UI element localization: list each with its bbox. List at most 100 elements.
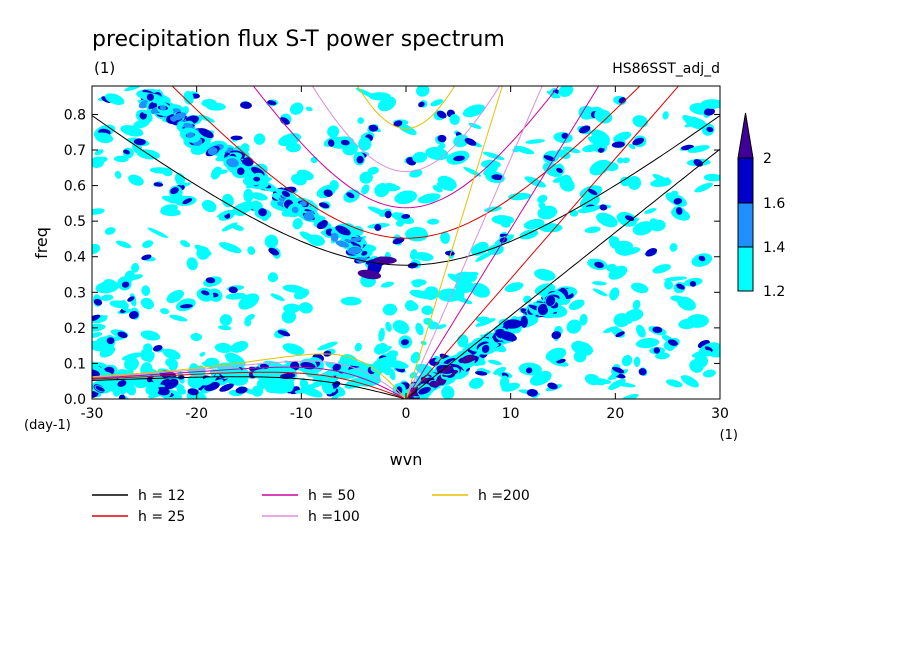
spectrum-cell <box>609 287 620 301</box>
spectrum-cell <box>139 112 147 120</box>
spectrum-cell <box>667 339 678 346</box>
spectrum-cell <box>149 167 171 174</box>
spectrum-cell <box>665 379 683 388</box>
spectrum-cell <box>391 212 399 218</box>
spectrum-cell <box>219 314 233 326</box>
spectrum-cell <box>523 218 545 230</box>
spectrum-cell <box>525 367 533 374</box>
spectrum-cell <box>613 131 632 143</box>
y-tick-label: 0.4 <box>64 250 86 266</box>
spectrum-cell <box>144 300 152 306</box>
spectrum-cell <box>282 343 305 356</box>
spectrum-cell <box>200 376 215 386</box>
spectrum-cell <box>675 207 683 215</box>
ig-curve <box>311 86 501 173</box>
kelvin-curve <box>405 86 680 399</box>
spectrum-cell <box>104 93 125 105</box>
spectrum-cell <box>356 155 364 164</box>
spectrum-cell <box>240 101 252 109</box>
spectrum-cell <box>219 383 234 392</box>
spectrum-cell <box>523 295 532 304</box>
x-tick-label: 30 <box>711 406 729 422</box>
spectrum-cell <box>645 248 658 257</box>
spectrum-cell <box>235 386 248 394</box>
spectrum-cell <box>218 242 242 253</box>
spectrum-cell <box>382 365 392 376</box>
spectrum-cell <box>435 324 447 330</box>
spectrum-cell <box>128 174 144 186</box>
spectrum-cell <box>449 114 460 125</box>
spectrum-cell <box>694 182 713 193</box>
spectrum-cell <box>615 331 625 338</box>
spectrum-cell <box>159 105 167 111</box>
spectrum-cell <box>160 208 181 217</box>
spectrum-contours <box>92 86 720 399</box>
spectrum-cell <box>633 356 641 368</box>
spectrum-cell <box>179 304 193 309</box>
spectrum-cell <box>250 192 268 201</box>
legend-label: h = 12 <box>138 488 185 504</box>
spectrum-cell <box>577 205 600 214</box>
spectrum-cell <box>131 262 140 273</box>
spectrum-cell <box>146 93 154 101</box>
spectrum-cell <box>499 375 510 390</box>
spectrum-cell <box>225 292 247 300</box>
spectrum-cell <box>258 208 267 217</box>
spectrum-cell <box>99 345 116 358</box>
spectrum-cell <box>294 389 316 394</box>
spectrum-cell <box>421 305 434 316</box>
spectrum-cell <box>498 331 517 342</box>
spectrum-cell <box>621 354 633 367</box>
spectrum-cell <box>551 331 562 340</box>
spectrum-cell <box>230 340 249 353</box>
spectrum-cell <box>256 378 267 390</box>
spectrum-cell <box>142 240 154 248</box>
x-tick-label: 0 <box>402 406 411 422</box>
spectrum-cell <box>463 166 482 177</box>
spectrum-cell <box>340 139 350 146</box>
spectrum-cell <box>673 198 683 205</box>
spectrum-cell <box>579 125 591 134</box>
spectrum-cell <box>120 125 144 137</box>
spectrum-cell <box>168 359 179 371</box>
spectrum-cell <box>361 184 370 195</box>
spectrum-cell <box>281 368 290 373</box>
spectrum-cell <box>458 290 465 302</box>
spectrum-cell <box>123 149 130 155</box>
spectrum-cell <box>113 155 129 163</box>
spectrum-cell <box>618 393 639 399</box>
spectrum-cell <box>358 137 372 151</box>
spectrum-cell <box>662 111 669 120</box>
spectrum-cell <box>382 303 398 316</box>
kelvin-curve <box>405 148 720 399</box>
spectrum-cell <box>222 193 234 208</box>
spectrum-cell <box>617 157 624 164</box>
spectrum-cell <box>437 134 447 143</box>
spectrum-cell <box>201 199 217 213</box>
spectrum-cell <box>292 218 303 230</box>
y-axis: 0.0 0.1 0.2 0.3 0.4 0.5 0.6 0.7 0.8 <box>64 107 720 408</box>
spectrum-cell <box>464 137 477 146</box>
spectrum-cell <box>652 264 671 274</box>
colorbar-triangle <box>737 112 754 159</box>
spectrum-cell <box>299 231 318 243</box>
spectrum-cell <box>183 90 194 105</box>
spectrum-cell <box>680 375 699 388</box>
spectrum-cell <box>608 265 628 280</box>
spectrum-cell <box>145 384 159 396</box>
ig-curve <box>356 86 456 130</box>
spectrum-cell <box>596 212 618 228</box>
y-axis-label: freq <box>32 227 51 259</box>
spectrum-cell <box>537 194 548 204</box>
spectrum-cell <box>186 132 195 139</box>
ig-curve <box>171 86 641 239</box>
spectrum-cell <box>317 341 338 351</box>
spectrum-cell <box>664 276 688 282</box>
spectrum-cell <box>503 319 523 329</box>
spectrum-cell <box>453 155 465 162</box>
spectrum-cell <box>628 143 636 150</box>
spectrum-cell <box>156 386 170 396</box>
rossby-curve <box>92 353 407 399</box>
spectrum-cell <box>689 280 697 287</box>
